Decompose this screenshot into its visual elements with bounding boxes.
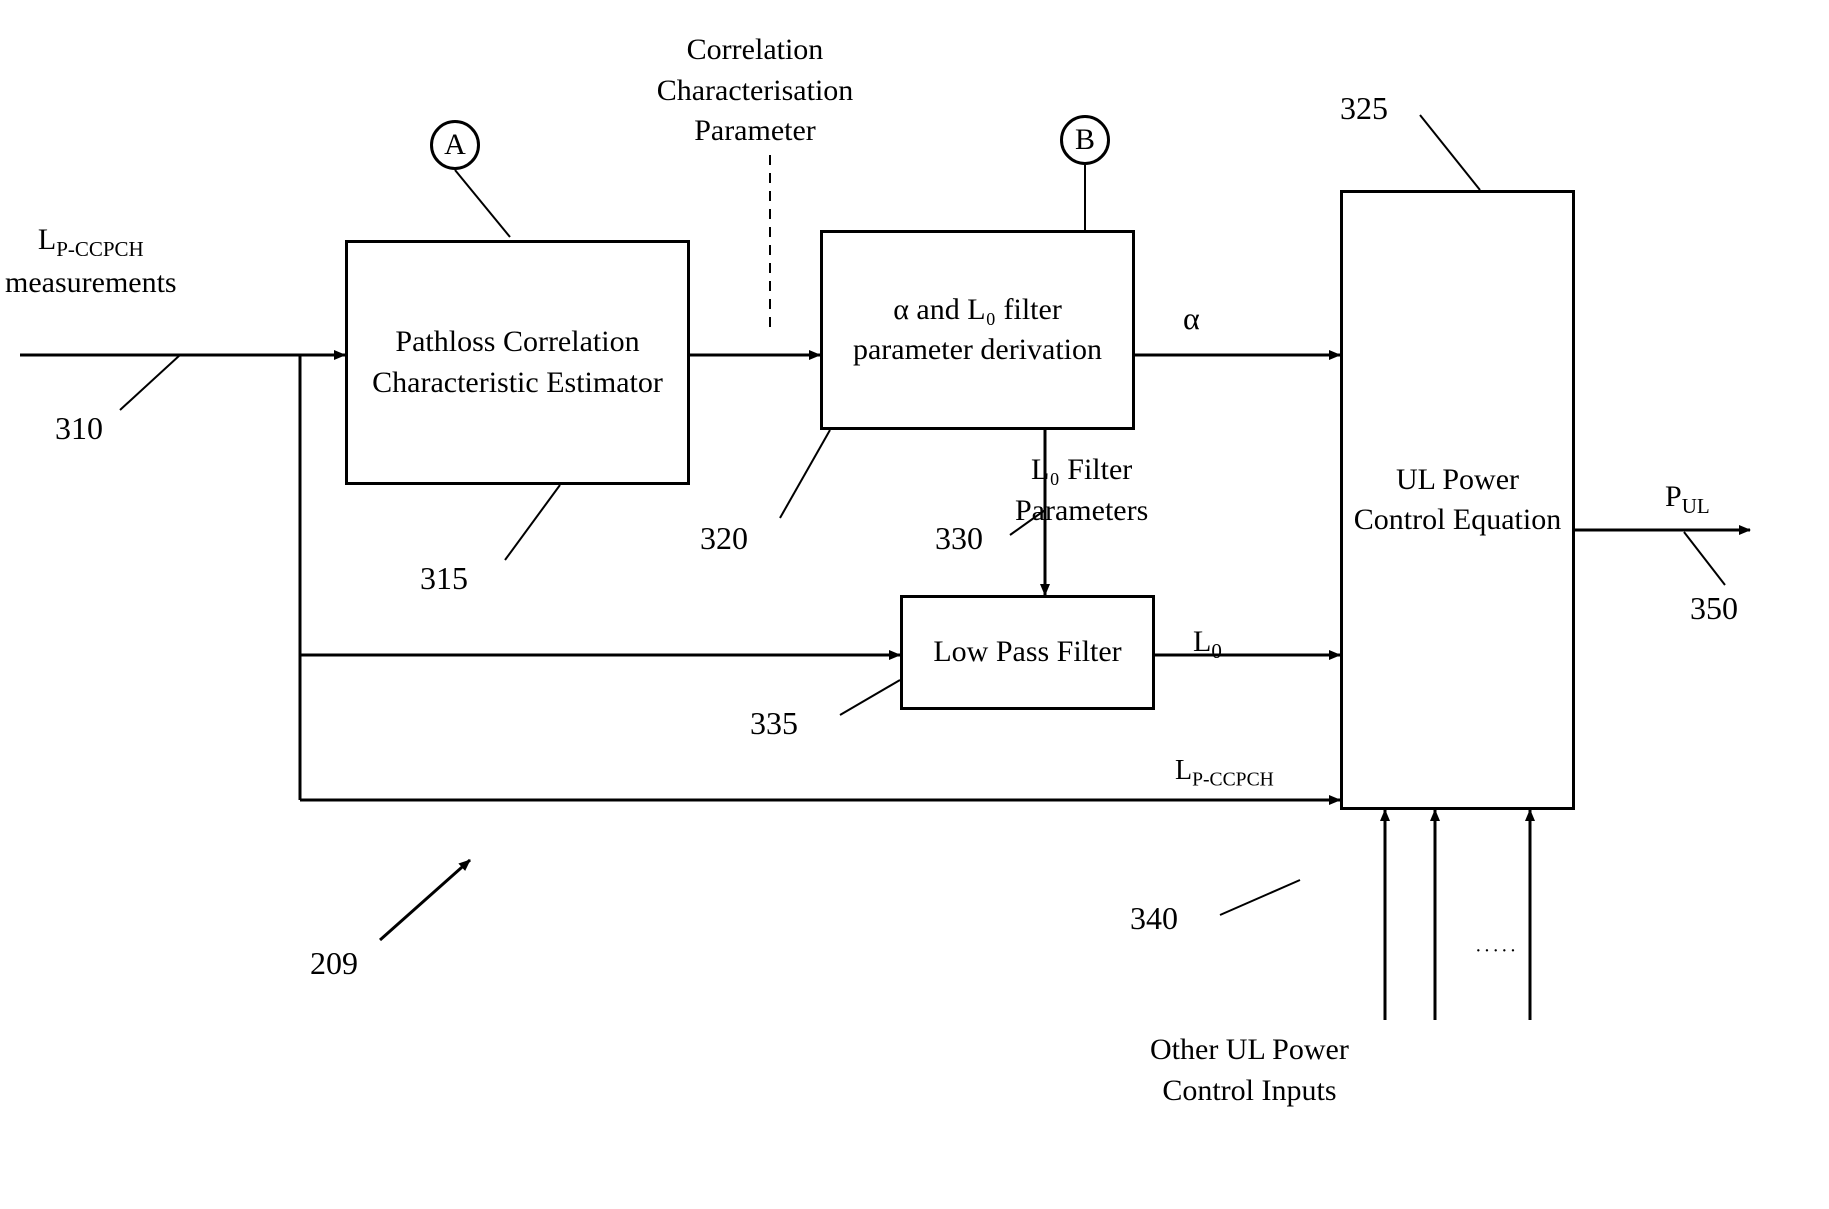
label-lpccpch-out: LP-CCPCH	[1175, 755, 1274, 792]
block-ul-power-control: UL Power Control Equation	[1340, 190, 1575, 810]
label-correlation-param: CorrelationCharacterisationParameter	[657, 30, 854, 152]
block-diagram: Pathloss Correlation Characteristic Esti…	[0, 0, 1829, 1209]
block-filter-param-derivation-text: α and L₀ filter parameter derivation	[833, 290, 1122, 371]
block-pathloss-estimator-text: Pathloss Correlation Characteristic Esti…	[358, 322, 677, 403]
refnum-209: 209	[310, 945, 358, 982]
refnum-335: 335	[750, 705, 798, 742]
label-alpha: α	[1183, 300, 1200, 337]
refnum-350: 350	[1690, 590, 1738, 627]
label-lpccpch-measurements: LP-CCPCHmeasurements	[5, 220, 177, 304]
circle-a-text: A	[444, 128, 466, 162]
circle-label-a: A	[430, 120, 480, 170]
circle-b-text: B	[1075, 123, 1095, 157]
circle-label-b: B	[1060, 115, 1110, 165]
block-ul-power-control-text: UL Power Control Equation	[1353, 460, 1562, 541]
block-low-pass-filter-text: Low Pass Filter	[933, 632, 1121, 673]
block-low-pass-filter: Low Pass Filter	[900, 595, 1155, 710]
refnum-315: 315	[420, 560, 468, 597]
block-filter-param-derivation: α and L₀ filter parameter derivation	[820, 230, 1135, 430]
block-pathloss-estimator: Pathloss Correlation Characteristic Esti…	[345, 240, 690, 485]
refnum-310: 310	[55, 410, 103, 447]
refnum-320: 320	[700, 520, 748, 557]
refnum-330: 330	[935, 520, 983, 557]
label-ellipsis-dots: ·····	[1475, 940, 1518, 963]
label-other-inputs: Other UL PowerControl Inputs	[1150, 1030, 1349, 1111]
label-l0-filter-params: L₀ FilterParameters	[1015, 450, 1148, 531]
label-l0: L0	[1193, 625, 1222, 664]
label-pul: PUL	[1665, 480, 1710, 519]
refnum-325: 325	[1340, 90, 1388, 127]
refnum-340: 340	[1130, 900, 1178, 937]
